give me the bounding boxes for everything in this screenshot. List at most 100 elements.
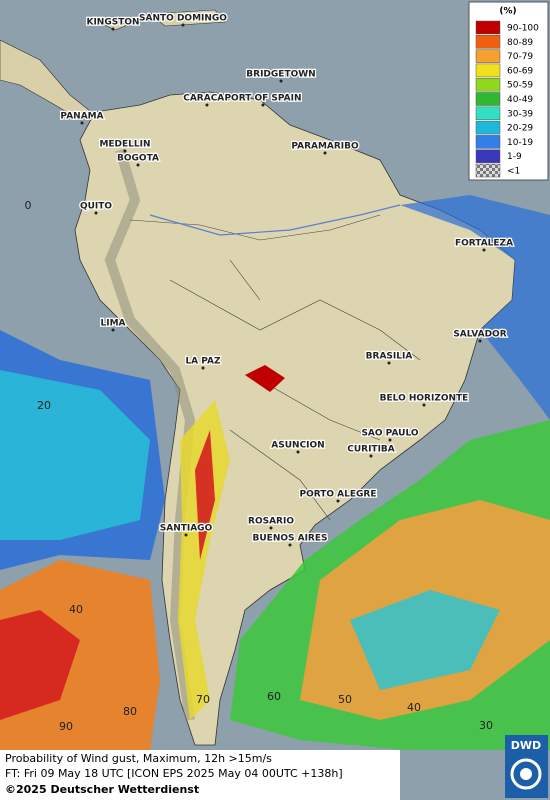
legend-label: 60-69 <box>507 66 533 76</box>
city-label: MEDELLIN <box>99 140 150 150</box>
legend-swatch <box>475 149 501 163</box>
city-label: PORTO ALEGRE <box>299 490 376 500</box>
city-label: CARACAS <box>183 94 231 104</box>
city-label: LIMA <box>100 319 125 329</box>
legend-swatch <box>475 77 501 92</box>
footer-line-2: FT: Fri 09 May 18 UTC [ICON EPS 2025 May… <box>5 767 343 780</box>
field-atlantic <box>400 195 550 420</box>
legend-title: (%) <box>499 7 516 17</box>
city-dot <box>369 454 373 458</box>
city-dot <box>181 23 185 27</box>
legend-label: 10-19 <box>507 138 533 148</box>
legend-label: 30-39 <box>507 109 533 119</box>
city-label: FORTALEZA <box>455 239 513 249</box>
city-dot <box>201 366 205 370</box>
legend-swatch <box>475 20 501 35</box>
city-dot <box>94 211 98 215</box>
city-dot <box>205 103 209 107</box>
city-label: ASUNCION <box>271 441 324 451</box>
city-dot <box>482 248 486 252</box>
legend-swatch <box>475 163 501 178</box>
logo-text: DWD <box>511 739 541 752</box>
city-label: KINGSTON <box>86 18 139 28</box>
footer-box <box>0 750 400 800</box>
legend-swatch <box>475 49 501 63</box>
field-bolivia <box>245 365 285 392</box>
legend-label: 80-89 <box>507 38 533 48</box>
legend-swatch <box>475 92 501 106</box>
city-label: BRASILIA <box>366 352 413 362</box>
city-label: PORT OF SPAIN <box>224 94 301 104</box>
city-label: BRIDGETOWN <box>246 70 315 80</box>
city-label: SALVADOR <box>453 330 506 340</box>
city-label: QUITO <box>80 202 112 212</box>
legend-label: 70-79 <box>507 52 533 62</box>
city-dot <box>388 438 392 442</box>
legend-swatch <box>475 35 501 49</box>
field-cyan-south <box>350 590 500 690</box>
field-red <box>0 610 80 720</box>
land-central-america <box>0 39 96 121</box>
city-label: SANTO DOMINGO <box>139 14 227 24</box>
logo-center <box>520 768 532 780</box>
city-label: BUENOS AIRES <box>253 534 328 544</box>
city-dot <box>184 533 188 537</box>
logo-swirl <box>510 758 542 790</box>
city-label: PANAMA <box>60 112 103 122</box>
city-label: PARAMARIBO <box>291 142 359 152</box>
longitude-label: 50 <box>338 693 352 706</box>
longitude-label: 40 <box>407 701 421 714</box>
longitude-label: 60 <box>267 690 281 703</box>
city-label: ROSARIO <box>248 517 294 527</box>
city-dot <box>323 151 327 155</box>
legend-swatch <box>475 63 501 78</box>
city-dot <box>111 27 115 31</box>
legend-swatch <box>475 135 501 149</box>
city-dot <box>136 163 140 167</box>
city-dot <box>478 339 482 343</box>
city-label: CURITIBA <box>347 445 395 455</box>
city-dot <box>261 103 265 107</box>
amazon-river <box>149 204 401 236</box>
city-dot <box>422 403 426 407</box>
longitude-label: 80 <box>123 705 137 718</box>
city-dot <box>288 543 292 547</box>
city-label: SANTIAGO <box>160 524 213 534</box>
city-dot <box>123 149 127 153</box>
legend-swatch <box>475 106 501 121</box>
cities: KINGSTON SANTO DOMINGOBRIDGETOWNCARACASPO… <box>59 12 514 547</box>
longitude-label: 70 <box>196 693 210 706</box>
borders <box>129 214 421 521</box>
city-label: BELO HORIZONTE <box>380 394 469 404</box>
city-label: LA PAZ <box>185 357 221 367</box>
footer-line-1: Probability of Wind gust, Maximum, 12h >… <box>5 752 272 765</box>
city-dot <box>336 499 340 503</box>
legend-swatch <box>475 120 501 135</box>
legend-items: 90-100 80-89 70-79 60-69 50-59 40-49 30-39 20-2… <box>475 20 539 178</box>
legend-label: 90-100 <box>507 24 539 34</box>
grid-labels: 0 20 40 90 80 70 60 50 40 30 <box>25 199 494 733</box>
legend-label: 40-49 <box>507 95 533 105</box>
land-islands <box>94 9 226 31</box>
city-dot <box>111 328 115 332</box>
latitude-label: 20 <box>37 399 51 412</box>
longitude-label: 90 <box>59 720 73 733</box>
longitude-label: 30 <box>479 719 493 732</box>
city-dot <box>269 526 273 530</box>
legend-label: 20-29 <box>507 124 533 134</box>
field-andes-red <box>195 430 215 560</box>
latitude-label: 40 <box>69 603 83 616</box>
latitude-label: 0 <box>25 199 32 212</box>
field-andes <box>178 400 230 720</box>
legend-label: <1 <box>507 167 520 177</box>
city-dot <box>387 361 391 365</box>
andes <box>104 148 196 721</box>
city-dot <box>296 450 300 454</box>
city-label: BOGOTA <box>117 154 159 164</box>
city-dot <box>279 79 283 83</box>
legend-label: 1-9 <box>507 152 522 162</box>
footer-copyright: ©2025 Deutscher Wetterdienst <box>5 783 199 796</box>
city-dot <box>80 121 84 125</box>
legend-label: 50-59 <box>507 81 533 91</box>
